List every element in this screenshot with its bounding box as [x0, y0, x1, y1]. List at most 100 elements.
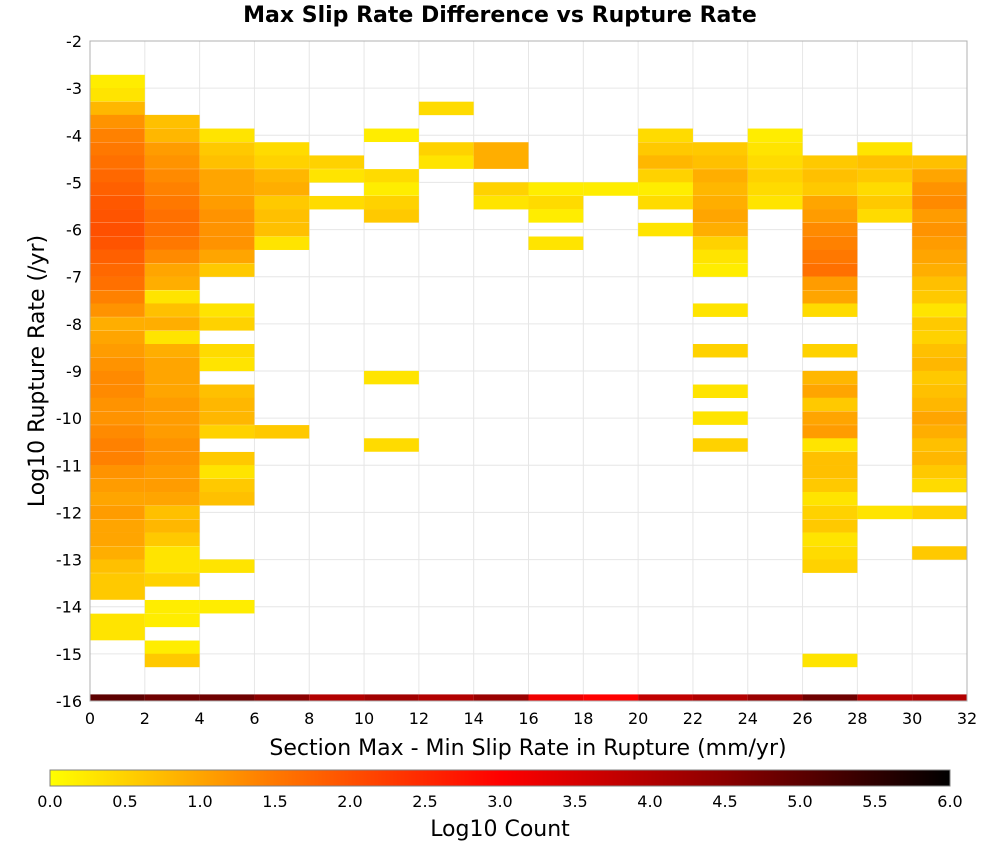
heatmap-cell [364, 182, 419, 196]
heatmap-cell [912, 505, 967, 520]
heatmap-cell [90, 397, 145, 412]
heatmap-cell [90, 559, 145, 573]
heatmap-cell [857, 142, 913, 156]
colorbar-ticks: 0.0 0.5 1.0 1.5 2.0 2.5 3.0 3.5 4.0 4.5 5.0 5.5 6.0 [37, 792, 962, 811]
heatmap-cell [254, 425, 310, 439]
y-tick-label: -7 [66, 268, 82, 287]
heatmap-cell [90, 357, 145, 372]
heatmap-bottom-cell [638, 694, 693, 701]
heatmap-cell [144, 357, 200, 372]
heatmap-cell [144, 411, 200, 425]
heatmap-cell [90, 478, 145, 493]
heatmap-cell [857, 169, 913, 183]
colorbar-tick-label: 2.0 [337, 792, 362, 811]
heatmap-cell [802, 169, 858, 183]
heatmap-cell [747, 169, 803, 183]
heatmap-cell [692, 384, 748, 399]
x-tick-label: 16 [518, 709, 538, 728]
colorbar-tick-label: 1.0 [187, 792, 212, 811]
heatmap-cell [199, 465, 255, 479]
heatmap-cells [90, 74, 967, 701]
x-tick-label: 24 [738, 709, 758, 728]
heatmap-cell [364, 370, 419, 385]
heatmap-cell [144, 317, 200, 331]
heatmap-cell [912, 425, 967, 439]
heatmap-cell [692, 222, 748, 237]
heatmap-cell [90, 586, 145, 600]
heatmap-cell [90, 505, 145, 520]
x-axis-label: Section Max - Min Slip Rate in Rupture (… [269, 736, 786, 761]
heatmap-cell [912, 182, 967, 196]
heatmap-bottom-cell [254, 694, 310, 701]
heatmap-cell [199, 384, 255, 399]
heatmap-cell [802, 155, 858, 169]
heatmap-cell [199, 222, 255, 237]
heatmap-cell [912, 465, 967, 479]
colorbar-label: Log10 Count [430, 817, 570, 842]
heatmap-cell [802, 519, 858, 533]
heatmap-cell [199, 425, 255, 439]
heatmap-cell [90, 155, 145, 169]
heatmap-cell [857, 155, 913, 169]
heatmap-cell [144, 451, 200, 466]
heatmap-cell [802, 653, 858, 668]
x-tick-label: 28 [847, 709, 867, 728]
heatmap-cell [90, 425, 145, 439]
heatmap-cell [473, 195, 529, 210]
heatmap-cell [90, 142, 145, 156]
heatmap-cell [638, 182, 693, 196]
heatmap-cell [144, 155, 200, 169]
heatmap-cell [144, 222, 200, 237]
x-tick-label: 26 [792, 709, 812, 728]
heatmap-cell [912, 155, 967, 169]
heatmap-cell [199, 559, 255, 573]
heatmap-cell [802, 182, 858, 196]
heatmap-cell [144, 249, 200, 264]
heatmap-cell [90, 88, 145, 102]
heatmap-cell [912, 546, 967, 560]
heatmap-cell [144, 290, 200, 304]
heatmap-cell [199, 317, 255, 331]
heatmap-cell [144, 236, 200, 250]
heatmap-cell [638, 155, 693, 169]
heatmap-cell [90, 330, 145, 345]
heatmap-cell [912, 343, 967, 358]
heatmap-cell [857, 505, 913, 520]
heatmap-cell [144, 640, 200, 654]
heatmap-cell [638, 222, 693, 237]
heatmap-cell [90, 532, 145, 547]
heatmap-cell [802, 559, 858, 573]
heatmap-cell [912, 195, 967, 210]
heatmap-cell [912, 451, 967, 466]
heatmap-cell [144, 478, 200, 493]
heatmap-cell [199, 357, 255, 372]
heatmap-cell [802, 370, 858, 385]
y-tick-label: -11 [56, 456, 82, 475]
heatmap-cell [144, 182, 200, 196]
heatmap-cell [309, 155, 365, 169]
heatmap-cell [692, 236, 748, 250]
heatmap-cell [144, 128, 200, 143]
heatmap-cell [802, 546, 858, 560]
y-axis-ticks: -2 -3 -4 -5 -6 -7 -8 -9 -10 -11 -12 -13 -14 -15 -16 [56, 32, 82, 711]
heatmap-bottom-cell [583, 694, 639, 701]
heatmap-cell [144, 465, 200, 479]
heatmap-cell [309, 169, 365, 183]
heatmap-cell [692, 195, 748, 210]
heatmap-cell [144, 195, 200, 210]
x-tick-label: 30 [902, 709, 922, 728]
y-tick-label: -6 [66, 221, 82, 240]
heatmap-cell [90, 263, 145, 277]
heatmap-cell [144, 169, 200, 183]
y-tick-label: -8 [66, 315, 82, 334]
heatmap-cell [747, 195, 803, 210]
heatmap-cell [90, 222, 145, 237]
heatmap-cell [638, 128, 693, 143]
colorbar-tick-label: 0.0 [37, 792, 62, 811]
heatmap-cell [802, 195, 858, 210]
heatmap-cell [90, 195, 145, 210]
heatmap-bottom-cell [912, 694, 967, 701]
heatmap-bottom-cell [364, 694, 419, 701]
y-tick-label: -5 [66, 173, 82, 192]
